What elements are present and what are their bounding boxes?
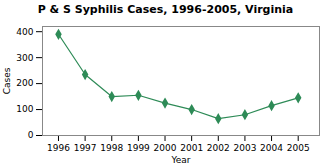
svg-text:2002: 2002 [207, 143, 230, 153]
svg-text:2004: 2004 [260, 143, 283, 153]
svg-text:1998: 1998 [100, 143, 123, 153]
svg-text:2005: 2005 [287, 143, 310, 153]
html-text:P & S Syphilis Cases, 1996-200: P & S Syphilis Cases, 1996-2005, Virgini… [37, 3, 294, 16]
svg-text:200: 200 [16, 78, 33, 88]
svg-text:0: 0 [28, 130, 34, 140]
svg-text:1999: 1999 [127, 143, 150, 153]
svg-text:2003: 2003 [233, 143, 256, 153]
svg-text:Cases: Cases [2, 67, 12, 94]
svg-text:1996: 1996 [47, 143, 70, 153]
svg-text:300: 300 [16, 53, 33, 63]
svg-text:2001: 2001 [180, 143, 203, 153]
svg-text:Year: Year [170, 155, 190, 165]
svg-text:400: 400 [16, 27, 33, 37]
svg-text:2000: 2000 [154, 143, 177, 153]
svg-text:100: 100 [16, 104, 33, 114]
svg-text:1997: 1997 [74, 143, 97, 153]
